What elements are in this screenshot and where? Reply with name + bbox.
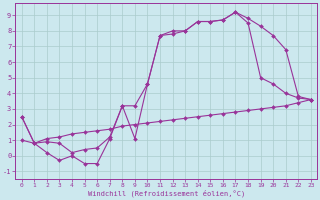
X-axis label: Windchill (Refroidissement éolien,°C): Windchill (Refroidissement éolien,°C) [88,190,245,197]
